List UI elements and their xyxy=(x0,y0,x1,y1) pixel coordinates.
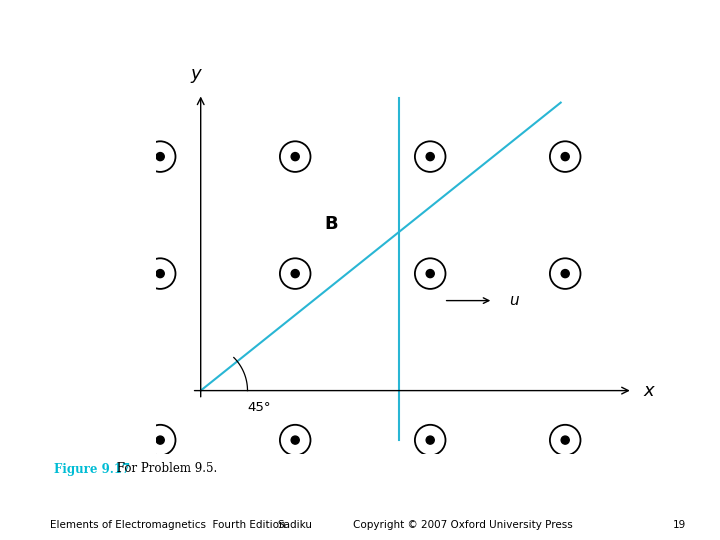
Circle shape xyxy=(291,269,300,278)
Circle shape xyxy=(561,269,570,278)
Text: Elements of Electromagnetics  Fourth Edition: Elements of Electromagnetics Fourth Edit… xyxy=(50,520,286,530)
Text: Copyright © 2007 Oxford University Press: Copyright © 2007 Oxford University Press xyxy=(353,520,572,530)
Text: For Problem 9.5.: For Problem 9.5. xyxy=(113,462,217,476)
Circle shape xyxy=(561,152,570,161)
Text: 45°: 45° xyxy=(248,401,271,414)
Circle shape xyxy=(426,269,434,278)
Circle shape xyxy=(561,436,570,444)
Circle shape xyxy=(156,152,164,161)
Text: Sadiku: Sadiku xyxy=(277,520,312,530)
Text: y: y xyxy=(191,65,202,83)
Circle shape xyxy=(291,436,300,444)
Text: B: B xyxy=(325,215,338,233)
Text: u: u xyxy=(510,293,519,308)
Text: x: x xyxy=(644,382,654,400)
Circle shape xyxy=(426,152,434,161)
Text: 19: 19 xyxy=(673,520,686,530)
Circle shape xyxy=(156,436,164,444)
Circle shape xyxy=(291,152,300,161)
Circle shape xyxy=(156,269,164,278)
Circle shape xyxy=(426,436,434,444)
Text: Figure 9.17: Figure 9.17 xyxy=(54,462,130,476)
